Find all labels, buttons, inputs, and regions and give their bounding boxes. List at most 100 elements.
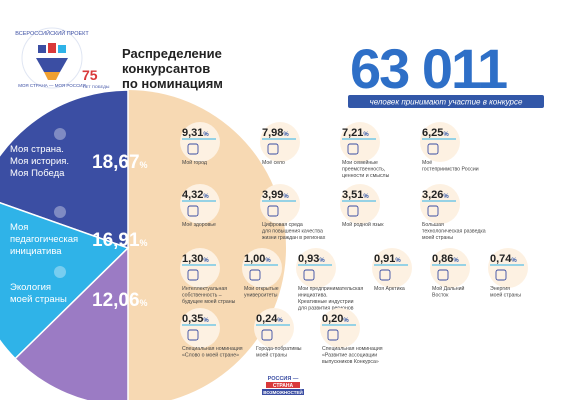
nomination-label: Мой Дальний — [432, 285, 464, 292]
city-icon — [187, 143, 199, 155]
nomination-item: 0,20% Специальная номинация«Развитие ассо… — [320, 308, 383, 365]
nomination-label: гостеприимство России — [422, 167, 479, 173]
graduation-cap-icon — [249, 269, 261, 281]
nomination-value: 0,35% — [182, 313, 209, 325]
bell-icon — [427, 143, 439, 155]
idea-icon — [303, 269, 315, 281]
nomination-label: Мой город — [182, 159, 207, 166]
nomination-value: 4,32% — [182, 189, 209, 201]
nomination-label: Моё — [422, 160, 432, 166]
nomination-item: 4,32% Моё здоровье — [180, 184, 220, 228]
page-title-line1: Распределение — [122, 46, 222, 61]
nomination-value: 0,24% — [256, 313, 283, 325]
participants-caption: человек принимают участие в конкурсе — [370, 98, 523, 107]
brain-icon — [187, 269, 199, 281]
nomination-value: 3,26% — [422, 189, 449, 201]
nomination-value: 0,91% — [374, 253, 401, 265]
minor-nominations-grid: 9,31% Мой город 7,98% Моё село 7,21% Мои семе… — [180, 122, 528, 365]
nomination-value: 0,74% — [490, 253, 517, 265]
nomination-label: выпускников Конкурса» — [322, 359, 379, 365]
nomination-label: для развития регионов — [298, 306, 354, 312]
logo-75-number: 75 — [82, 67, 98, 83]
nomination-label: «Слово о моей стране» — [182, 352, 239, 359]
russia-map-icon — [54, 128, 66, 140]
nomination-item: 7,98% Моё село — [260, 122, 300, 166]
nomination-label: Специальная номинация — [322, 346, 383, 352]
nomination-label: Мои предпринимательская — [298, 286, 363, 292]
pie-slice-3 — [14, 246, 129, 400]
pie-chart — [0, 89, 286, 400]
tractor-icon — [267, 143, 279, 155]
nomination-value: 0,93% — [298, 253, 325, 265]
major-label-line: педагогическая — [10, 234, 78, 245]
family-icon — [347, 143, 359, 155]
participants-caption-bar — [348, 95, 544, 108]
handshake-icon — [261, 329, 273, 341]
footer-logo: РОССИЯ — СТРАНА ВОЗМОЖНОСТЕЙ — [262, 376, 304, 395]
logo-75-text: ЛЕТ ПОБЕДЫ — [83, 84, 110, 89]
nomination-item: 0,35% Специальная номинация«Слово о моей … — [180, 308, 243, 359]
nomination-item: 3,51% Мой родной язык — [340, 184, 384, 228]
arctic-icon — [379, 269, 391, 281]
major-label-line: Моя история. — [10, 156, 69, 167]
leaf-icon — [54, 266, 66, 278]
pie-slice-2 — [0, 201, 130, 360]
major-value-label: 16,91% — [92, 230, 148, 251]
page-title-line2: конкурсантов — [122, 61, 210, 76]
footer-logo-line2: СТРАНА — [273, 383, 294, 389]
nomination-label: Мой родной язык — [342, 221, 384, 228]
major-label-line: Моя — [10, 222, 28, 233]
nomination-label: моей страны — [490, 292, 521, 299]
nomination-label: Мои открытые — [244, 286, 279, 292]
footer-logo-line3: ВОЗМОЖНОСТЕЙ — [263, 388, 303, 395]
nomination-label: для повышения качества — [262, 229, 323, 235]
people-group-icon — [327, 329, 339, 341]
nomination-label: Восток — [432, 293, 449, 299]
nomination-value: 7,98% — [262, 127, 289, 139]
nomination-label: преемственность, — [342, 167, 385, 173]
nomination-label: Креативные индустрии — [298, 299, 354, 305]
nomination-label: университеты — [244, 293, 278, 299]
victory-75-logo: 75 ЛЕТ ПОБЕДЫ — [82, 67, 110, 89]
footer-logo-line1: РОССИЯ — — [268, 376, 299, 382]
nomination-label: ценности и смыслы — [342, 173, 390, 179]
nomination-value: 7,21% — [342, 127, 369, 139]
major-label-line: Моя Победа — [10, 168, 65, 179]
nomination-label: Интеллектуальная — [182, 286, 227, 292]
tiger-icon — [437, 269, 449, 281]
nomination-item: 9,31% Мой город — [180, 122, 220, 166]
nomination-label: инициатива. — [298, 293, 328, 299]
dumbbell-icon — [187, 205, 199, 217]
nomination-value: 1,00% — [244, 253, 271, 265]
nomination-value: 3,99% — [262, 189, 289, 201]
at-sign-icon — [267, 205, 279, 217]
nomination-label: моей страны — [256, 352, 287, 359]
nomination-label: Большая — [422, 222, 444, 228]
nomination-item: 0,93% Мои предпринимательскаяинициатива.К… — [296, 248, 363, 312]
nomination-value: 9,31% — [182, 127, 209, 139]
logo-ring-text-bottom: МОЯ СТРАНА — МОЯ РОССИЯ — [18, 83, 86, 88]
person-icon — [427, 205, 439, 217]
nomination-label: «Развитие ассоциации — [322, 353, 377, 359]
book-icon — [187, 329, 199, 341]
major-value-label: 12,06% — [92, 290, 148, 311]
major-label-line: моей страны — [10, 294, 67, 305]
nomination-value: 3,51% — [342, 189, 369, 201]
nomination-label: Моё здоровье — [182, 222, 216, 228]
nomination-label: моей страны — [422, 234, 453, 241]
nomination-value: 6,25% — [422, 127, 449, 139]
major-label-line: Моя страна. — [10, 144, 64, 155]
logo-ring-text: ВСЕРОССИЙСКИЙ ПРОЕКТ — [15, 29, 89, 37]
nomination-label: Специальная номинация — [182, 346, 243, 352]
nomination-label: Цифровая среда — [262, 222, 303, 228]
nomination-value: 0,20% — [322, 313, 349, 325]
nomination-label: Города-побратимы — [256, 346, 302, 352]
nomination-label: собственность – — [182, 293, 222, 299]
